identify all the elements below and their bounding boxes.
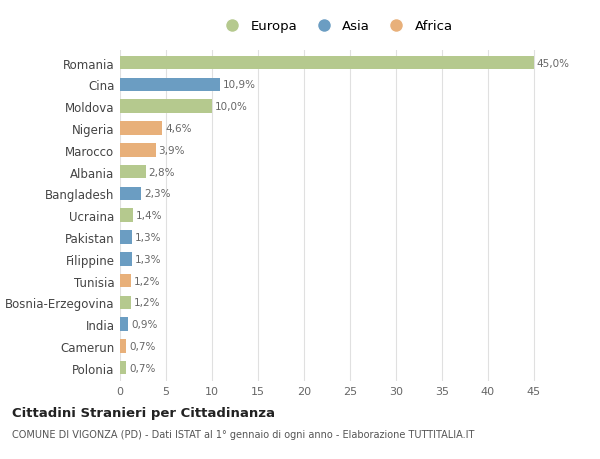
- Text: 2,3%: 2,3%: [144, 189, 170, 199]
- Text: 2,8%: 2,8%: [148, 167, 175, 177]
- Bar: [120, 340, 127, 353]
- Text: 1,3%: 1,3%: [135, 232, 161, 242]
- Text: 0,7%: 0,7%: [129, 341, 155, 351]
- Bar: [120, 274, 131, 288]
- Text: 10,9%: 10,9%: [223, 80, 256, 90]
- Text: 0,7%: 0,7%: [129, 363, 155, 373]
- Text: 10,0%: 10,0%: [215, 102, 248, 112]
- Text: 0,9%: 0,9%: [131, 319, 157, 330]
- Text: 45,0%: 45,0%: [536, 59, 569, 68]
- Bar: [120, 166, 146, 179]
- Bar: [120, 296, 131, 309]
- Bar: [120, 122, 162, 135]
- Text: 1,2%: 1,2%: [134, 298, 160, 308]
- Text: Cittadini Stranieri per Cittadinanza: Cittadini Stranieri per Cittadinanza: [12, 406, 275, 419]
- Text: COMUNE DI VIGONZA (PD) - Dati ISTAT al 1° gennaio di ogni anno - Elaborazione TU: COMUNE DI VIGONZA (PD) - Dati ISTAT al 1…: [12, 429, 475, 439]
- Text: 1,2%: 1,2%: [134, 276, 160, 286]
- Bar: [120, 57, 533, 70]
- Bar: [120, 187, 141, 201]
- Legend: Europa, Asia, Africa: Europa, Asia, Africa: [215, 17, 457, 37]
- Bar: [120, 252, 132, 266]
- Bar: [120, 100, 212, 114]
- Bar: [120, 209, 133, 223]
- Text: 4,6%: 4,6%: [165, 124, 191, 134]
- Bar: [120, 144, 156, 157]
- Bar: [120, 361, 127, 375]
- Bar: [120, 78, 220, 92]
- Text: 3,9%: 3,9%: [158, 146, 185, 156]
- Bar: [120, 231, 132, 244]
- Text: 1,3%: 1,3%: [135, 254, 161, 264]
- Text: 1,4%: 1,4%: [136, 211, 162, 221]
- Bar: [120, 318, 128, 331]
